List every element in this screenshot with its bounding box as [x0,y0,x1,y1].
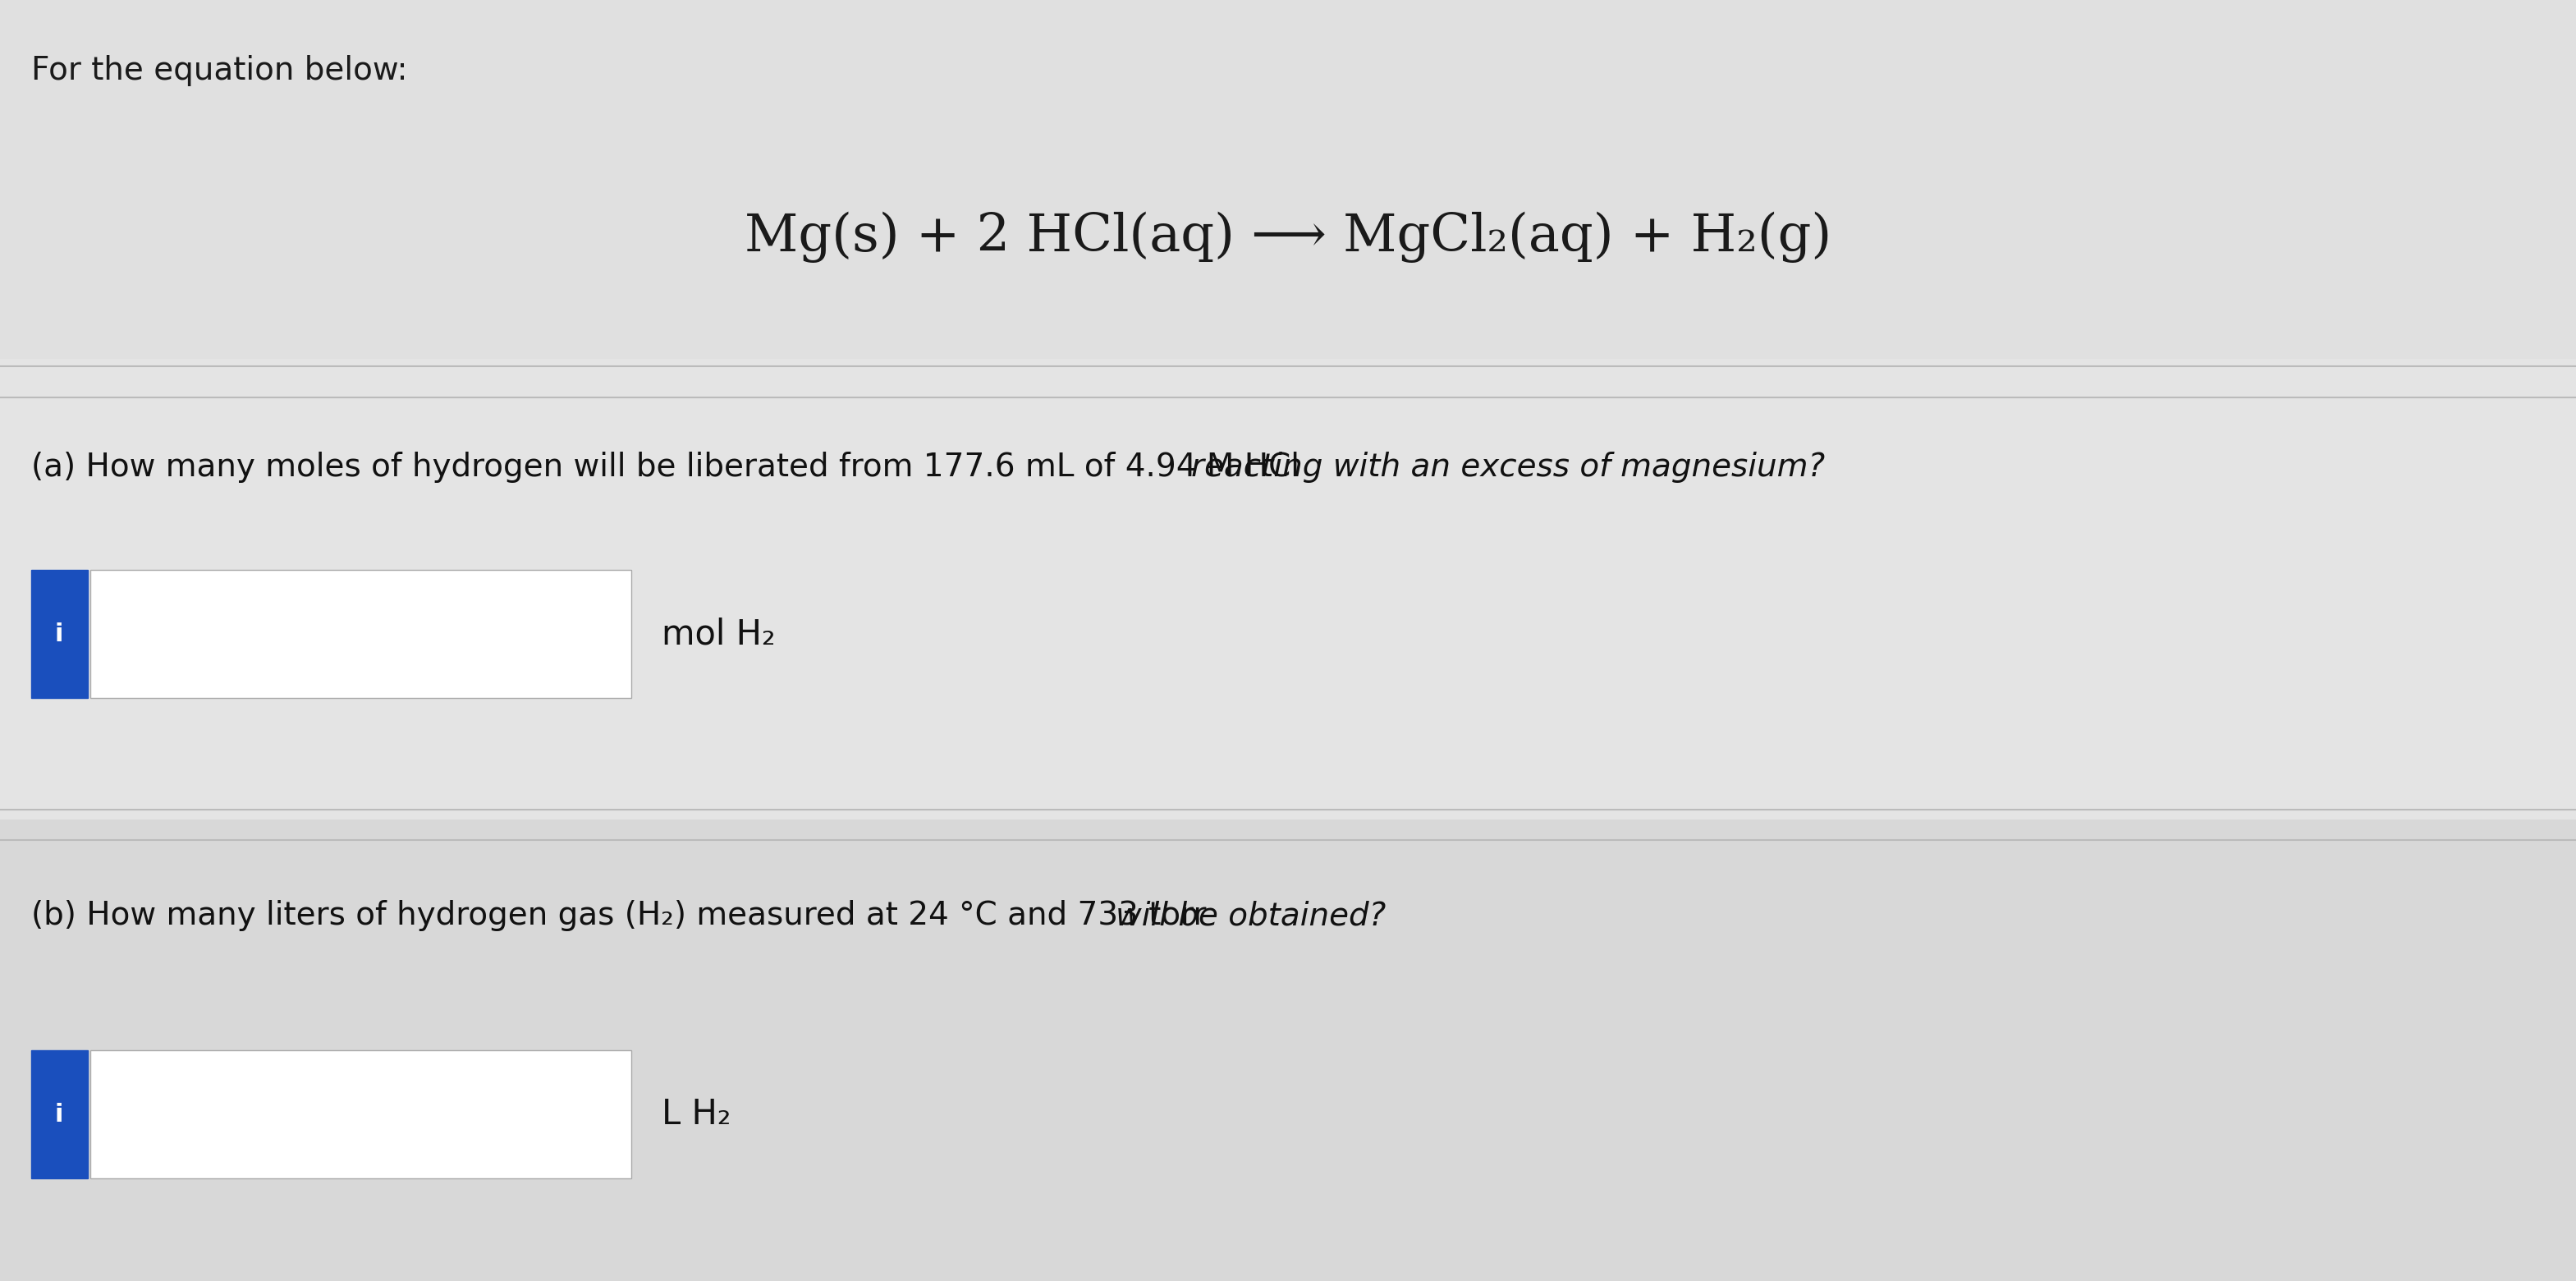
Bar [90,570,631,698]
Text: Mg(s) + 2 HCl(aq) ⟶ MgCl₂(aq) + H₂(g): Mg(s) + 2 HCl(aq) ⟶ MgCl₂(aq) + H₂(g) [744,211,1832,263]
Text: (b) How many liters of hydrogen gas (H₂) measured at 24 °C and 733 torr: (b) How many liters of hydrogen gas (H₂)… [31,901,1216,931]
Text: mol H₂: mol H₂ [662,617,775,651]
Text: L H₂: L H₂ [662,1098,732,1131]
Text: will be obtained?: will be obtained? [1115,901,1386,931]
Bar [31,570,88,698]
Bar [0,359,2576,820]
Bar [90,1050,631,1179]
Text: (a) How many moles of hydrogen will be liberated from 177.6 mL of 4.94 M HCl: (a) How many moles of hydrogen will be l… [31,452,1309,483]
Text: reacting with an excess of magnesium?: reacting with an excess of magnesium? [1190,452,1826,483]
Bar [0,0,2576,359]
Text: For the equation below:: For the equation below: [31,55,407,86]
Bar [31,1050,88,1179]
Text: i: i [54,623,64,646]
Bar [0,820,2576,1281]
Text: i: i [54,1103,64,1126]
